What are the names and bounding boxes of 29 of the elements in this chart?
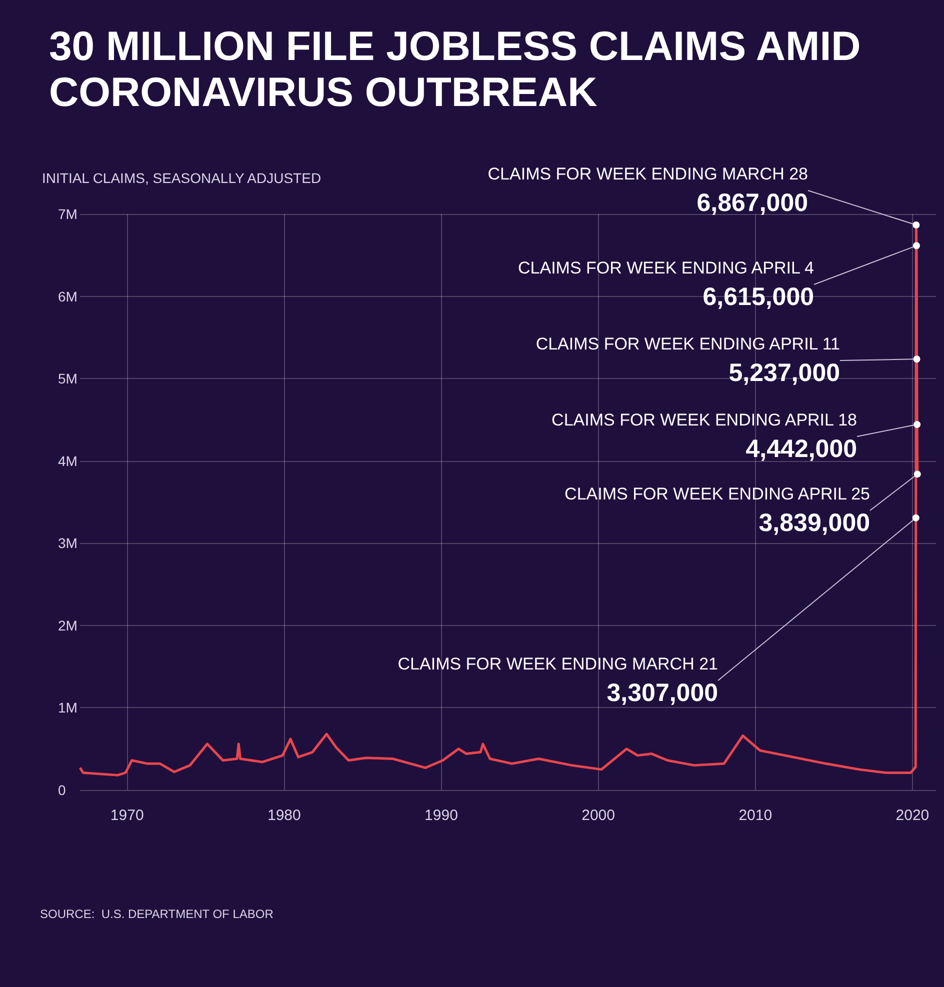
y-tick-label: 2M <box>58 617 78 634</box>
data-label: 3,839,000 <box>758 509 870 537</box>
y-tick-label: 7M <box>58 206 78 222</box>
data-label: 3,307,000 <box>606 679 718 707</box>
y-tick-label: 4M <box>58 452 78 469</box>
y-tick-label: 0 <box>58 782 66 798</box>
x-tick-label: 2010 <box>738 807 772 824</box>
y-tick-label: 6M <box>58 288 78 304</box>
source-note: SOURCE: U.S. DEPARTMENT OF LABOR <box>40 907 274 921</box>
y-tick-label: 3M <box>58 535 78 552</box>
chart-title: 30 MILLION FILE JOBLESS CLAIMS AMID CORONAVIRUS OUTBREAK <box>49 23 872 115</box>
annotation: CLAIMS FOR WEEK ENDING MARCH 28 <box>488 164 808 184</box>
data-label: 4,442,000 <box>746 435 857 463</box>
annotation: CLAIMS FOR WEEK ENDING APRIL 4 <box>518 258 814 278</box>
x-tick-label: 1980 <box>267 807 301 824</box>
annotation: CLAIMS FOR WEEK ENDING APRIL 18 <box>552 410 857 430</box>
y-axis-title: INITIAL CLAIMS, SEASONALLY ADJUSTED <box>42 170 322 186</box>
x-tick-label: 2000 <box>582 807 615 824</box>
annotation: CLAIMS FOR WEEK ENDING MARCH 21 <box>398 654 718 674</box>
data-label: 5,237,000 <box>728 359 840 387</box>
y-tick-label: 1M <box>58 700 78 716</box>
annotation: CLAIMS FOR WEEK ENDING APRIL 11 <box>536 334 840 354</box>
y-tick-label: 5M <box>58 370 78 387</box>
x-tick-label: 1970 <box>110 807 144 824</box>
data-label: 6,615,000 <box>702 283 814 311</box>
annotation: CLAIMS FOR WEEK ENDING APRIL 25 <box>564 484 870 504</box>
x-tick-label: 2020 <box>896 807 930 824</box>
data-label: 6,867,000 <box>696 189 808 217</box>
x-tick-label: 1990 <box>424 807 458 824</box>
